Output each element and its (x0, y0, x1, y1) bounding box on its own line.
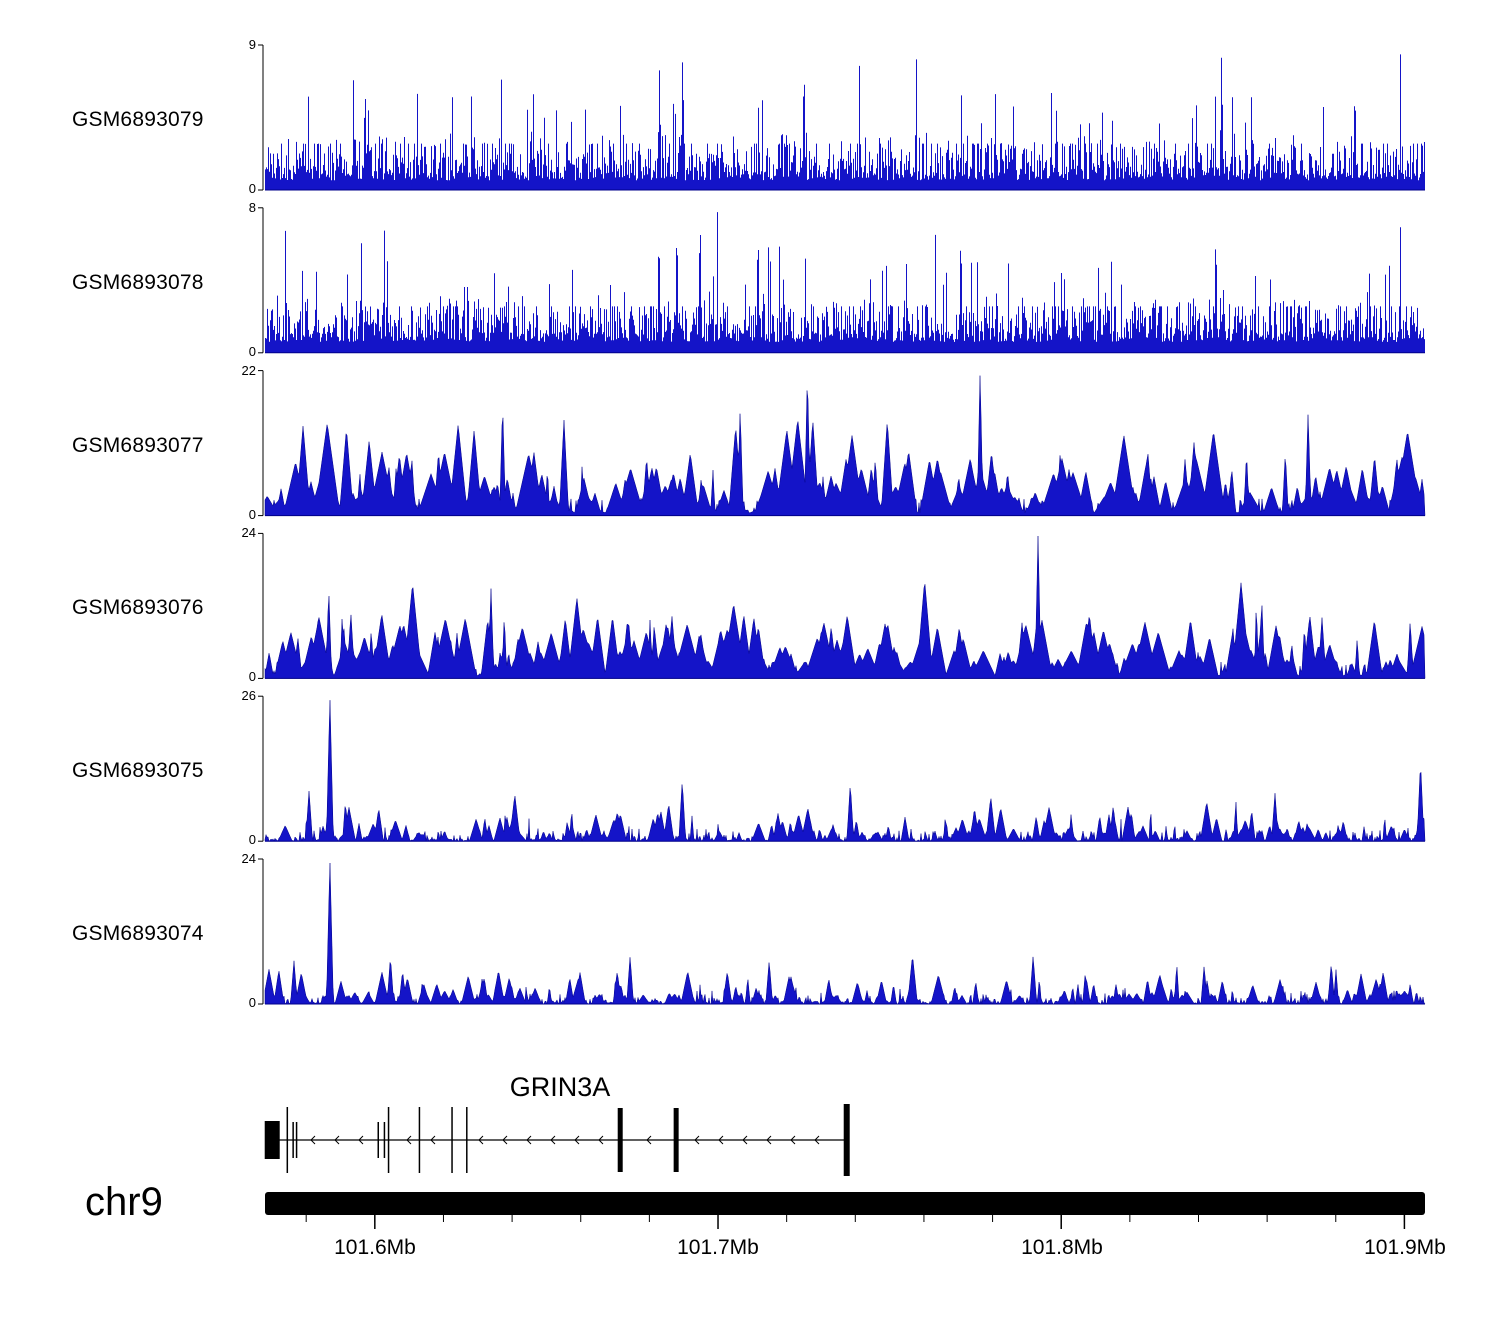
chromosome-name-label: chr9 (85, 1180, 163, 1224)
y-axis-max-label: 26 (241, 688, 256, 703)
track-label: GSM6893079 (72, 108, 204, 131)
y-axis-zero-label: 0 (248, 832, 256, 847)
y-axis-zero-label: 0 (248, 344, 256, 359)
x-axis-tick-label: 101.9Mb (1364, 1236, 1446, 1259)
track-label: GSM6893074 (72, 922, 204, 945)
x-axis-tick-label: 101.7Mb (677, 1236, 759, 1259)
y-axis-max-label: 24 (241, 525, 256, 540)
y-axis-zero-label: 0 (248, 995, 256, 1010)
track-label: GSM6893077 (72, 434, 204, 457)
track-label: GSM6893078 (72, 271, 204, 294)
track-label: GSM6893075 (72, 759, 204, 782)
y-axis-max-label: 24 (241, 851, 256, 866)
x-axis-tick-label: 101.8Mb (1021, 1236, 1103, 1259)
track-label: GSM6893076 (72, 596, 204, 619)
gene-name-label: GRIN3A (509, 1072, 611, 1102)
y-axis-zero-label: 0 (248, 669, 256, 684)
x-axis-tick-label: 101.6Mb (334, 1236, 416, 1259)
y-axis-zero-label: 0 (248, 181, 256, 196)
y-axis-zero-label: 0 (248, 507, 256, 522)
y-axis-max-label: 22 (241, 363, 256, 378)
y-axis-max-label: 9 (248, 37, 256, 52)
y-axis-max-label: 8 (248, 200, 256, 215)
